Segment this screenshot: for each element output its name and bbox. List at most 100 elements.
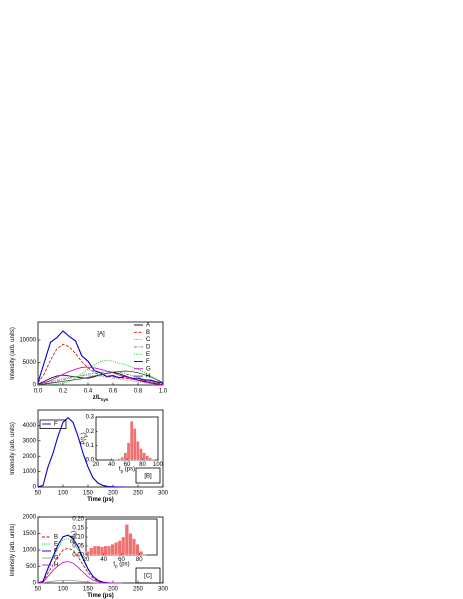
x-tick-label: 200 [108,587,119,593]
x-tick-label: 100 [58,587,69,593]
x-tick-label: 40 [100,557,107,563]
histogram-bar [103,545,108,556]
histogram-bar [123,452,128,461]
x-tick-label: 200 [108,491,119,497]
inset-y-label-part: p [73,532,78,535]
legend-label: D [146,344,151,350]
x-axis-label: z/Lsys [93,395,109,402]
series-line [37,330,164,384]
inset-y-label-part: ) [81,432,87,434]
inset-y-label-part: p [83,434,88,437]
x-tick-label: 300 [158,587,169,593]
y-tick-label: 0.3 [86,415,95,421]
y-tick-label: 0.15 [72,526,84,532]
legend-label: H [54,563,58,569]
y-tick-label: 1500 [23,531,37,537]
histogram-bar [96,545,101,556]
y-tick-label: 1000 [23,548,37,554]
inset-x-label-part: t [113,561,115,567]
y-tick-label: 0.0 [86,458,95,464]
y-tick-label: 10000 [19,338,36,344]
x-tick-label: 0.4 [84,389,93,395]
histogram-bar [128,533,133,556]
panel-label: [C] [144,574,152,580]
x-axis-label-part: sys [101,397,109,402]
series-line [37,416,123,488]
legend-box [39,419,67,429]
legend-label: B [54,535,58,541]
x-tick-label: 0.0 [34,389,43,395]
histogram-bar [117,540,122,556]
histogram-bar [131,538,136,556]
x-tick-label: 300 [158,491,169,497]
histogram-bar [110,544,115,556]
annotation-box [135,567,161,584]
legend-label: G [146,366,151,372]
histogram-bar [139,551,143,556]
series-line [37,344,164,385]
series-line [37,371,164,385]
histogram-bar [121,536,126,556]
panel-label: [A] [97,332,105,338]
x-tick-label: 50 [35,491,42,497]
y-tick-label: 0 [33,485,37,491]
inset-y-label-part: ) [71,531,77,533]
x-tick-label: 1.0 [159,389,168,395]
inset-x-label: tp (ps) [119,466,135,473]
legend-label: F [54,422,58,428]
histogram-bar [142,452,146,461]
y-tick-label: 0.10 [72,535,84,541]
inset-x-label-part: p [115,563,118,568]
x-tick-label: 250 [133,587,144,593]
y-tick-label: 3000 [23,438,37,444]
x-axis-label: Time (ps) [87,497,114,503]
y-axis-label-part: Intensity (arb. units) [10,524,16,577]
legend-label: G [54,556,59,562]
x-tick-label: 60 [124,462,131,468]
histogram-bar [133,428,137,461]
x-tick-label: 100 [153,462,164,468]
y-tick-label: 0 [33,581,37,587]
inset-y-label: P(tp) [71,531,78,543]
x-tick-label: 40 [108,462,115,468]
x-tick-label: 250 [133,491,144,497]
y-axis-label-part: Intensity (arb. units) [10,422,16,475]
legend-label: E [54,542,58,548]
histogram-bar [107,545,112,556]
histogram-bar [92,545,97,556]
y-tick-label: 0 [33,383,37,389]
inset-x-label-part: t [119,466,121,472]
histogram-bar [100,546,104,556]
series-line [38,359,164,386]
legend-label: A [146,323,150,329]
plot-frame [37,321,164,386]
histogram-bar [114,459,118,461]
inset-y-label-part: P(t [71,535,77,543]
y-tick-label: 0.05 [72,544,84,550]
y-tick-label: 0.2 [86,429,95,435]
x-tick-label: 20 [93,462,100,468]
histogram-bar [151,459,156,461]
series-line [37,561,123,584]
histogram-bar [124,524,129,556]
histogram-bar [117,458,121,461]
series-line [37,371,164,385]
x-tick-label: 50 [35,587,42,593]
histogram-bar [135,544,140,556]
legend-label: H [146,374,150,380]
inset-y-label-part: P(t [81,437,87,445]
series-line [37,534,123,584]
x-tick-label: 80 [136,557,143,563]
legend-label: F [146,359,150,365]
x-tick-label: 0.2 [59,389,68,395]
histogram-bar [136,441,140,461]
histogram-bar [126,442,131,461]
x-tick-label: 100 [58,491,69,497]
y-tick-label: 2000 [23,454,37,460]
y-tick-label: 1000 [23,469,37,475]
y-tick-label: 5000 [23,360,37,366]
x-tick-label: 80 [139,462,146,468]
histogram-bar [142,553,147,556]
y-tick-label: 4000 [23,423,37,429]
